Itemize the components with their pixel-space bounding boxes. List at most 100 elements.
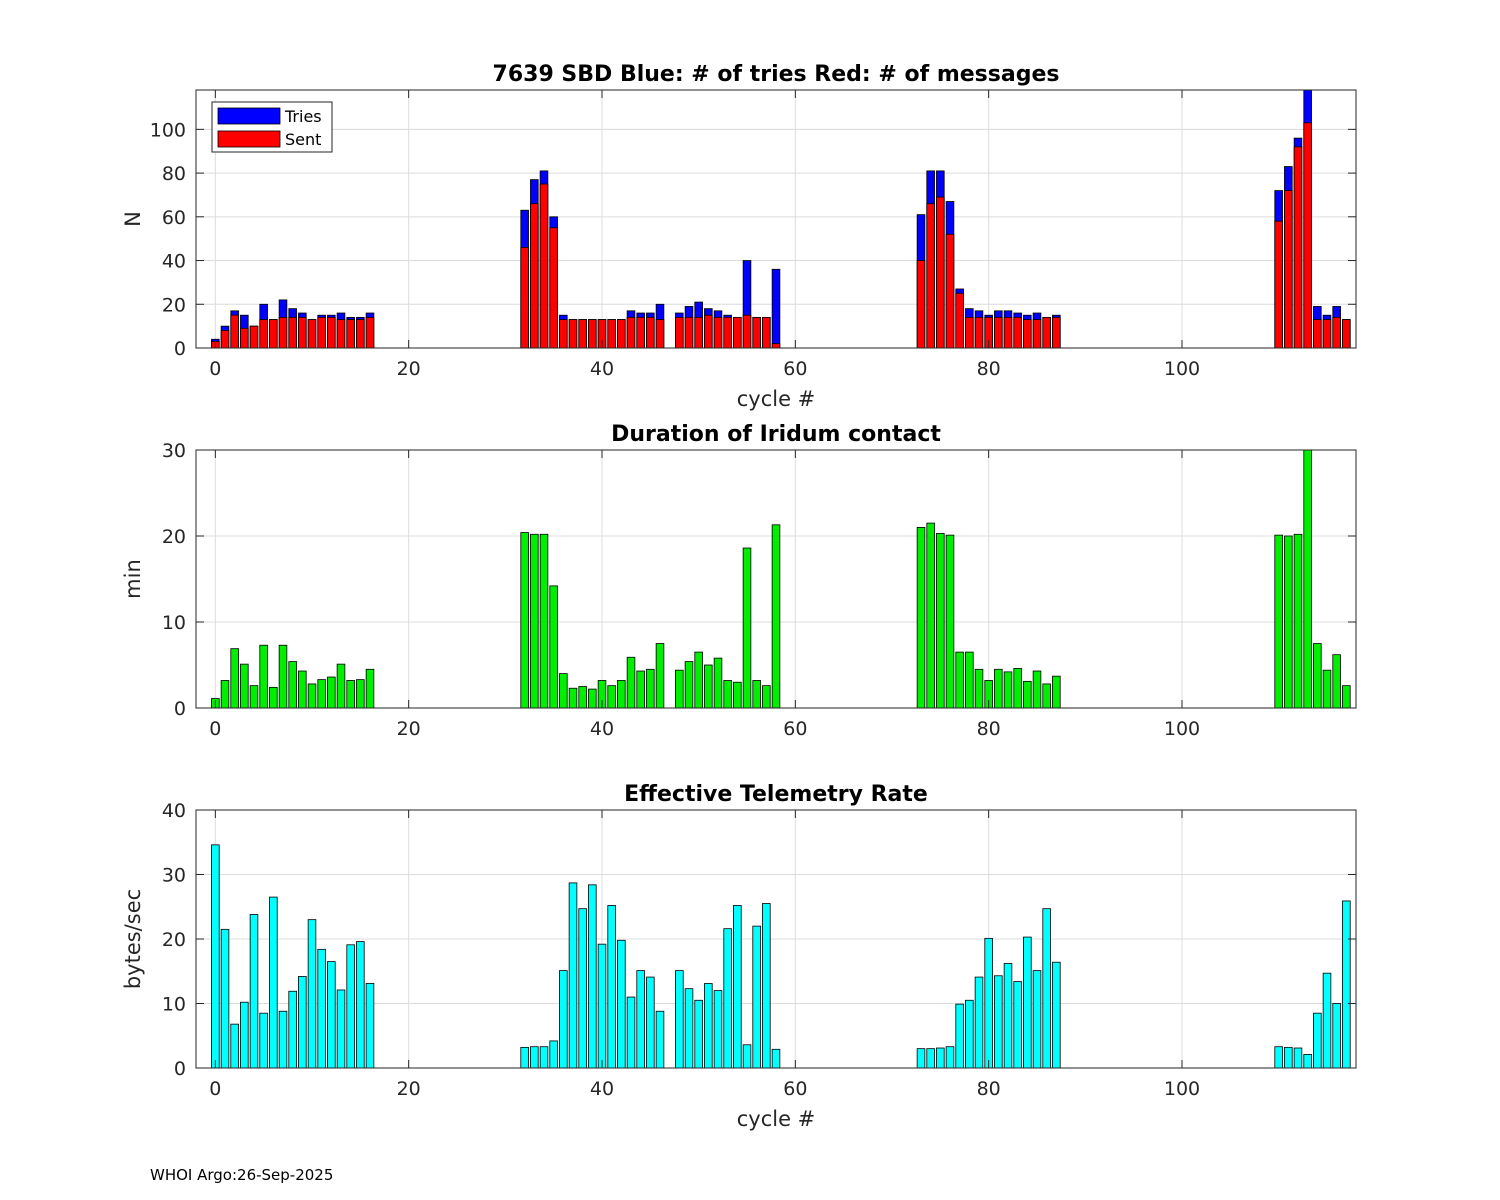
bar-sent	[240, 327, 249, 349]
bar-sent	[636, 316, 645, 349]
bar-sent	[762, 316, 771, 349]
bar-tries	[771, 268, 781, 349]
bar-rate	[1322, 972, 1332, 1069]
bar-duration	[955, 651, 964, 709]
bar-duration	[704, 664, 713, 709]
bar-duration	[694, 651, 703, 709]
bar-duration	[723, 680, 732, 709]
y-tick-label: 40	[162, 800, 186, 822]
bar-sent	[346, 319, 355, 349]
bar-rate	[1023, 936, 1032, 1069]
bar-sent	[742, 314, 752, 349]
bar-sent	[259, 319, 268, 349]
x-axis-label: cycle #	[737, 1107, 816, 1131]
bar-duration	[549, 585, 558, 709]
x-tick-label: 0	[209, 718, 221, 740]
bar-sent	[955, 292, 964, 349]
bar-rate	[539, 1046, 549, 1069]
bar-rate	[307, 919, 317, 1069]
bar-duration	[578, 686, 587, 709]
bar-rate	[694, 999, 703, 1069]
bar-sent	[1313, 319, 1322, 349]
bar-sent	[520, 247, 529, 349]
bar-duration	[916, 527, 926, 709]
y-tick-label: 10	[162, 612, 186, 634]
y-tick-label: 20	[162, 929, 186, 951]
bar-sent	[1274, 220, 1283, 349]
bar-sent	[626, 316, 636, 349]
bar-duration	[336, 663, 346, 709]
bar-sent	[1342, 319, 1351, 349]
x-tick-label: 60	[783, 1078, 807, 1100]
y-tick-label: 20	[162, 294, 186, 316]
bar-sent	[327, 316, 336, 349]
bar-rate	[578, 908, 587, 1069]
x-tick-label: 100	[1164, 358, 1200, 380]
bar-sent	[1023, 319, 1032, 349]
bar-duration	[684, 661, 694, 709]
y-tick-label: 0	[174, 1058, 186, 1080]
bar-sent	[588, 319, 597, 349]
bar-duration	[617, 680, 626, 709]
bar-rate	[1013, 981, 1022, 1069]
bar-rate	[965, 999, 974, 1069]
bar-rate	[559, 970, 568, 1069]
x-tick-label: 60	[783, 358, 807, 380]
tries-messages-chart: 0 20 40 60 80 100 0 20 40 60 80 100 7639 SBD Blue: #…	[121, 62, 1357, 411]
bar-duration	[752, 680, 761, 709]
x-tick-label: 20	[397, 1078, 421, 1100]
chart-title: Duration of Iridum contact	[611, 422, 941, 447]
bar-duration	[1342, 685, 1351, 709]
bar-rate	[626, 996, 636, 1069]
bar-rate	[1284, 1046, 1293, 1069]
bar-duration	[974, 668, 984, 709]
bar-rate	[636, 970, 645, 1069]
bar-rate	[994, 975, 1003, 1069]
x-tick-label: 60	[783, 718, 807, 740]
bar-rate	[704, 983, 713, 1069]
axes-frame	[195, 449, 1357, 709]
bar-duration	[327, 676, 336, 709]
legend: Tries Sent	[211, 101, 333, 153]
bar-rate	[974, 976, 984, 1069]
bar-duration	[356, 679, 365, 709]
bar-sent	[1332, 316, 1341, 349]
bar-sent	[230, 314, 239, 349]
bar-duration	[936, 533, 945, 709]
bar-duration	[762, 685, 771, 709]
bar-sent	[916, 260, 926, 349]
bar-rate	[327, 961, 336, 1069]
bar-rate	[713, 990, 723, 1069]
bar-sent	[1293, 146, 1303, 349]
bar-sent	[607, 319, 616, 349]
bar-duration	[1042, 683, 1051, 709]
x-tick-label: 100	[1164, 718, 1200, 740]
bar-sent	[307, 319, 317, 349]
telemetry-rate-chart: 0 20 40 60 80 100 0 10 20 30 40 Effective Telemetry…	[121, 782, 1357, 1131]
bar-rate	[230, 1023, 239, 1069]
bar-sent	[365, 316, 375, 349]
y-tick-label: 30	[162, 440, 186, 462]
bar-duration	[249, 685, 259, 709]
bar-duration	[269, 686, 278, 709]
bar-sent	[298, 316, 307, 349]
y-tick-label: 40	[162, 251, 186, 273]
bar-sent	[655, 319, 665, 349]
bar-duration	[994, 668, 1003, 709]
bar-duration	[240, 663, 249, 709]
bar-rate	[762, 903, 771, 1069]
bar-rate	[926, 1048, 935, 1069]
bar-duration	[539, 533, 549, 709]
bar-sent	[1032, 319, 1042, 349]
bar-rate	[646, 976, 655, 1069]
x-axis-label: cycle #	[737, 387, 816, 411]
y-tick-label: 20	[162, 526, 186, 548]
bar-duration	[1293, 533, 1303, 709]
bar-rate	[655, 1010, 665, 1069]
bar-rate	[365, 983, 375, 1069]
bar-rate	[568, 882, 578, 1069]
bar-rate	[684, 988, 694, 1069]
legend-label-sent: Sent	[285, 130, 321, 149]
bar-sent	[288, 316, 297, 349]
y-tick-label: 0	[174, 338, 186, 360]
